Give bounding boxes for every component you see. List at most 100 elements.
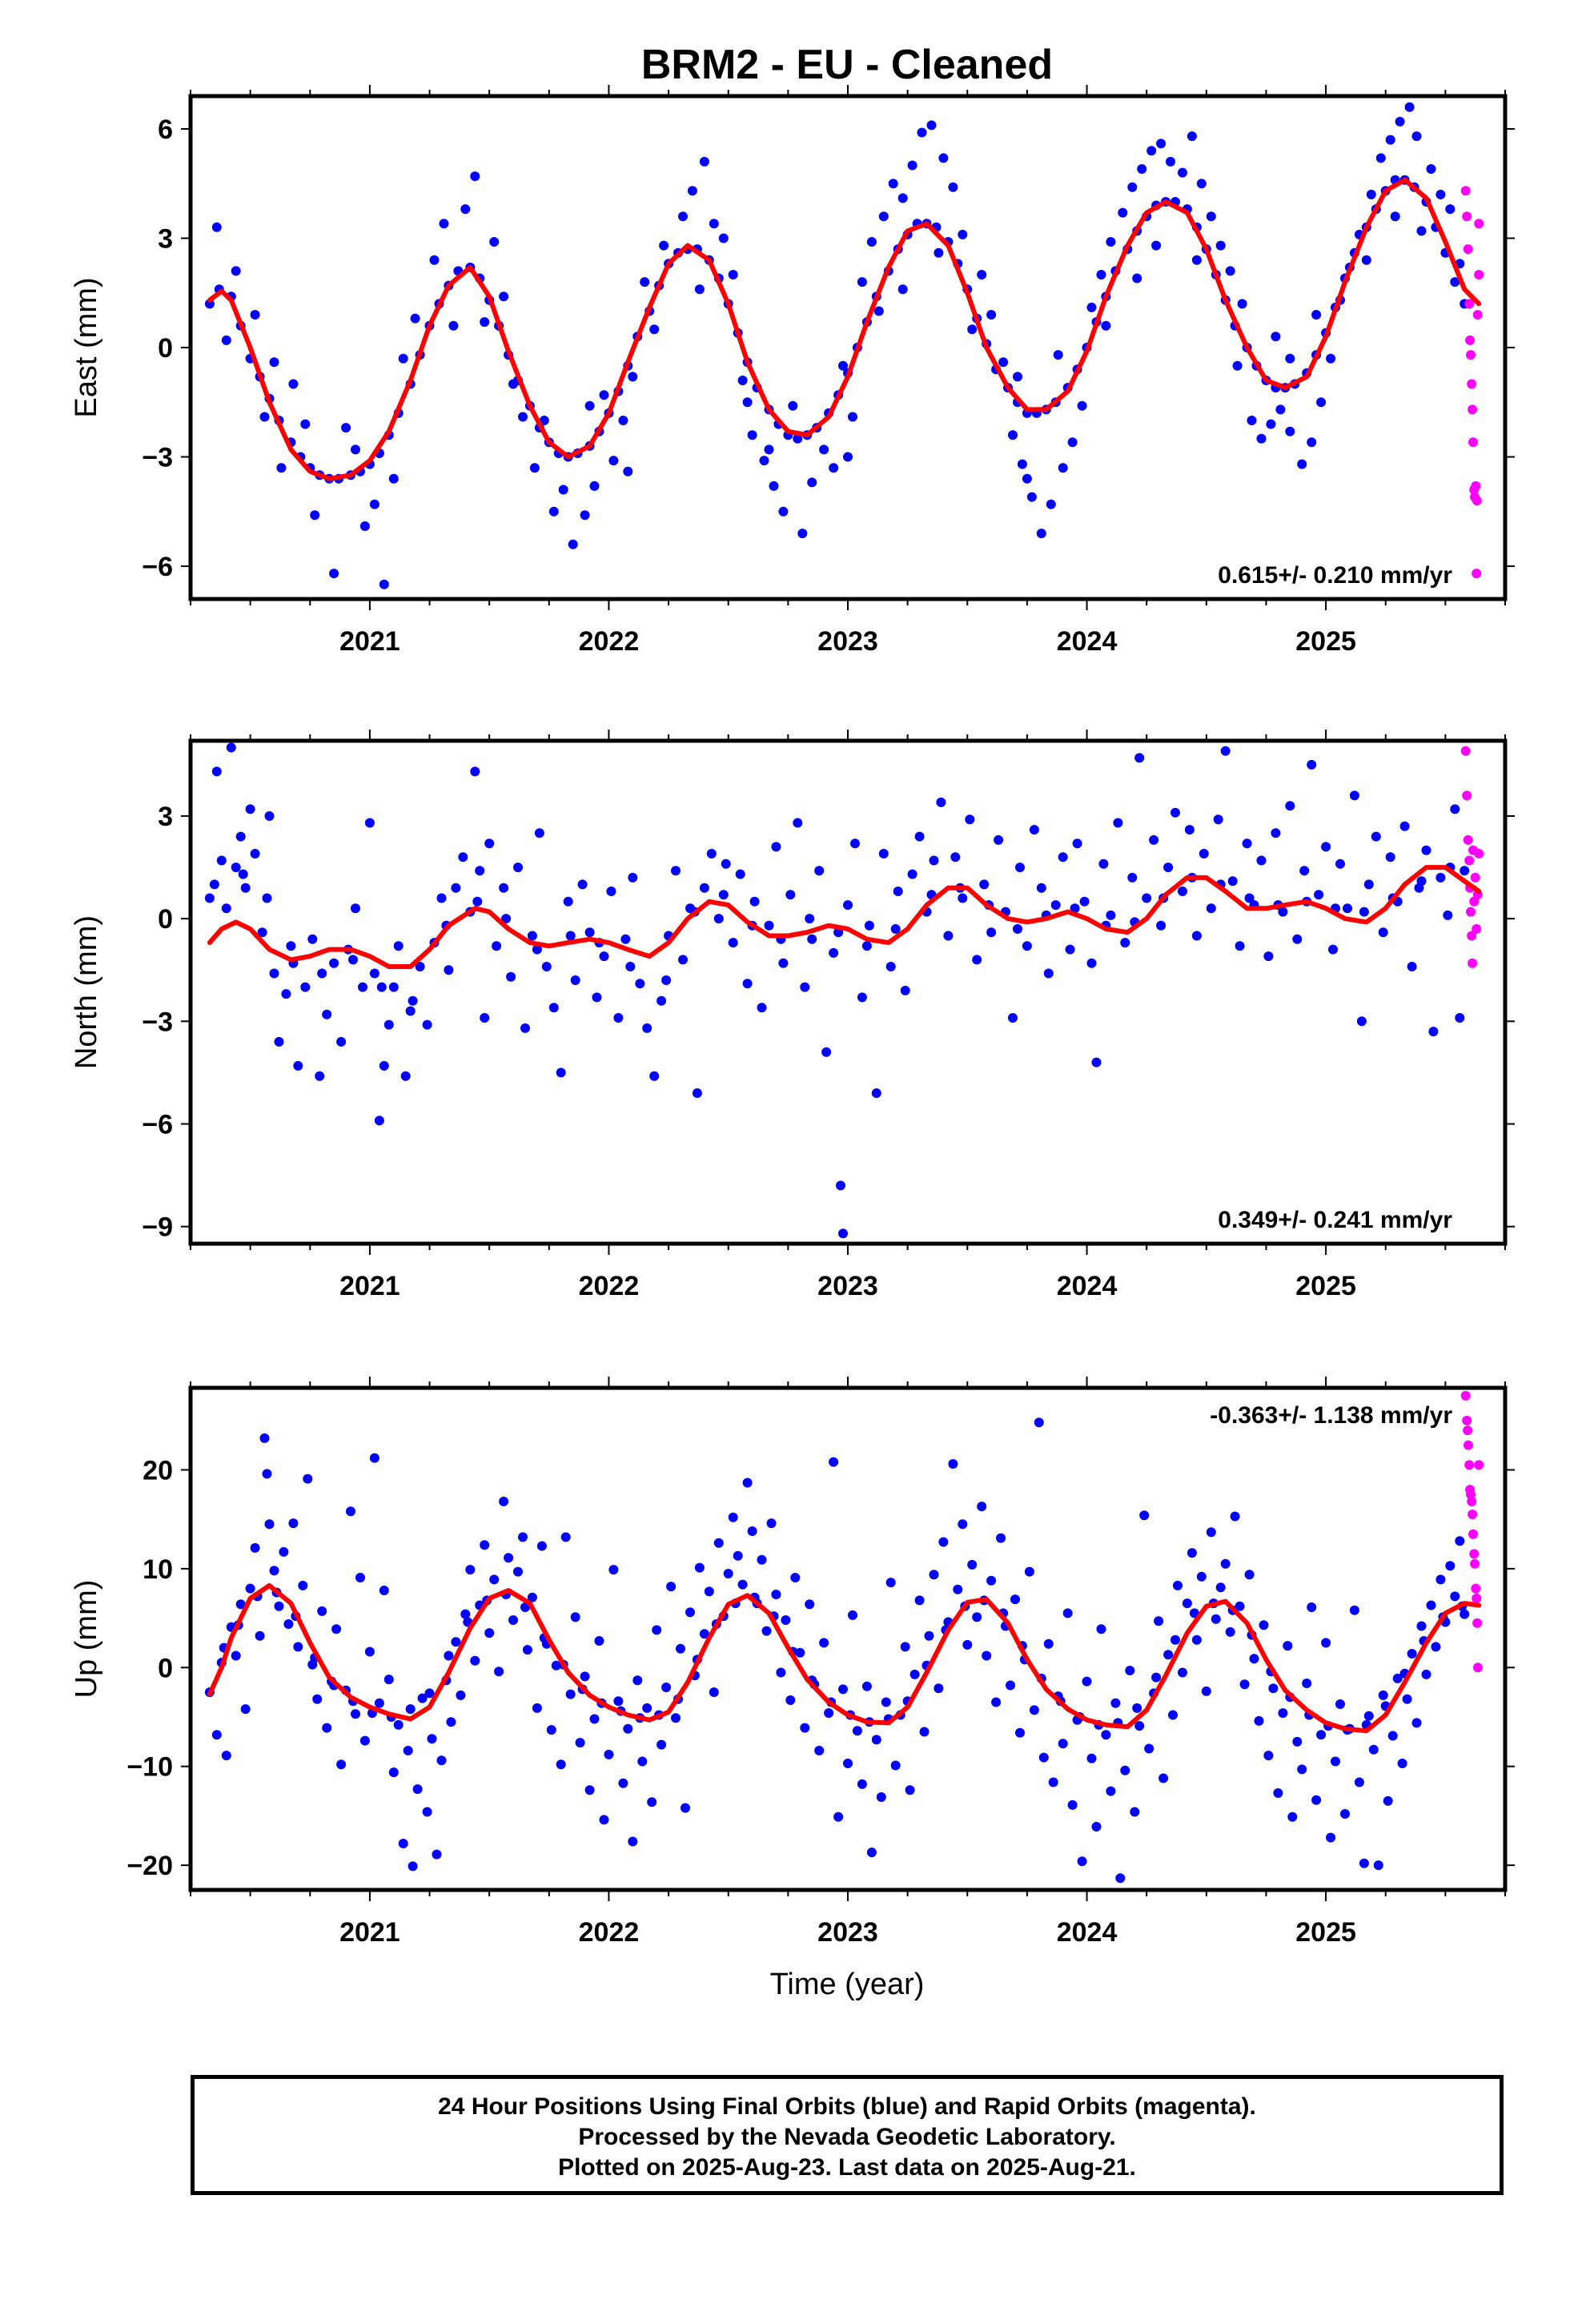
up-rapid-orbit-point xyxy=(1468,1510,1478,1519)
east-final-orbit-point xyxy=(1086,302,1097,312)
north-final-orbit-point xyxy=(838,1228,848,1239)
up-rapid-orbit-point xyxy=(1464,1440,1473,1450)
north-final-orbit-point xyxy=(678,955,688,965)
north-final-orbit-point xyxy=(240,883,251,893)
up-final-orbit-point xyxy=(953,1584,963,1594)
north-final-orbit-point xyxy=(221,903,231,914)
east-final-orbit-point xyxy=(1178,167,1187,178)
north-final-orbit-point xyxy=(1199,849,1209,858)
up-final-orbit-point xyxy=(317,1606,327,1616)
north-final-orbit-point xyxy=(907,869,917,879)
north-final-orbit-point xyxy=(1349,790,1359,801)
up-final-orbit-point xyxy=(1163,1650,1174,1660)
east-final-orbit-point xyxy=(1285,353,1295,364)
x-axis-label: Time (year) xyxy=(770,1968,925,2001)
east-final-orbit-point xyxy=(888,179,898,189)
up-final-orbit-point xyxy=(1311,1795,1322,1805)
up-final-orbit-point xyxy=(666,1582,677,1592)
north-final-orbit-point xyxy=(735,869,745,879)
north-final-orbit-point xyxy=(1127,872,1138,883)
up-final-orbit-point xyxy=(1178,1667,1187,1678)
north-final-orbit-point xyxy=(379,1060,389,1071)
north-final-orbit-point xyxy=(216,855,227,866)
up-final-orbit-point xyxy=(250,1542,260,1553)
up-y-tick-label: 10 xyxy=(143,1554,173,1585)
up-rapid-orbit-point xyxy=(1460,1390,1471,1401)
north-final-orbit-point xyxy=(713,914,724,924)
up-final-orbit-point xyxy=(934,1683,944,1694)
north-final-orbit-point xyxy=(315,1071,325,1081)
north-final-orbit-point xyxy=(1235,941,1245,951)
east-final-orbit-point xyxy=(1206,211,1216,222)
east-final-orbit-point xyxy=(640,277,650,287)
north-final-orbit-point xyxy=(1043,968,1054,979)
east-final-orbit-point xyxy=(1256,433,1267,444)
east-final-orbit-point xyxy=(866,237,877,247)
up-x-tick-label: 2024 xyxy=(1057,1917,1118,1948)
east-final-orbit-point xyxy=(737,376,748,385)
north-final-orbit-point xyxy=(599,951,609,962)
up-final-orbit-point xyxy=(504,1553,514,1563)
east-final-orbit-point xyxy=(410,313,420,324)
north-final-orbit-point xyxy=(778,958,789,968)
up-final-orbit-point xyxy=(805,1599,815,1610)
up-rapid-orbit-point xyxy=(1464,1460,1475,1470)
north-final-orbit-point xyxy=(329,958,339,968)
north-final-orbit-point xyxy=(1206,903,1216,914)
east-final-orbit-point xyxy=(878,211,889,222)
east-final-orbit-point xyxy=(1008,430,1018,440)
north-final-orbit-point xyxy=(699,883,709,893)
north-final-orbit-point xyxy=(422,1019,432,1030)
up-y-tick-label: 0 xyxy=(158,1653,173,1683)
north-x-tick-label: 2025 xyxy=(1295,1271,1356,1301)
east-final-orbit-point xyxy=(398,353,408,364)
up-final-orbit-point xyxy=(499,1496,509,1506)
up-final-orbit-point xyxy=(924,1630,934,1641)
up-final-orbit-point xyxy=(647,1797,657,1807)
up-final-orbit-point xyxy=(1215,1582,1226,1593)
east-final-orbit-point xyxy=(1067,437,1078,448)
north-final-orbit-point xyxy=(376,982,387,992)
up-final-orbit-point xyxy=(424,1688,435,1699)
east-final-orbit-point xyxy=(1426,164,1436,174)
up-final-orbit-point xyxy=(1244,1570,1255,1580)
east-final-orbit-point xyxy=(1196,179,1207,189)
east-x-tick-label: 2024 xyxy=(1057,626,1118,657)
north-final-orbit-point xyxy=(1363,879,1374,890)
up-y-tick-label: −10 xyxy=(126,1752,173,1783)
east-final-orbit-point xyxy=(747,430,757,440)
north-x-tick-label: 2022 xyxy=(579,1271,640,1301)
east-final-orbit-point xyxy=(529,463,540,473)
up-final-orbit-point xyxy=(599,1815,609,1825)
north-final-orbit-point xyxy=(527,931,537,941)
east-final-orbit-point xyxy=(1271,332,1281,342)
east-final-orbit-point xyxy=(797,529,808,539)
up-x-tick-label: 2025 xyxy=(1295,1917,1356,1948)
up-final-orbit-point xyxy=(570,1612,580,1622)
east-final-orbit-point xyxy=(917,127,927,138)
east-final-orbit-point xyxy=(907,160,917,171)
up-final-orbit-point xyxy=(1038,1752,1049,1763)
up-final-orbit-point xyxy=(403,1746,413,1755)
east-final-orbit-point xyxy=(548,506,559,517)
chart-title: BRM2 - EU - Cleaned xyxy=(641,42,1053,88)
up-final-orbit-point xyxy=(728,1512,738,1522)
north-final-orbit-point xyxy=(1091,1057,1102,1068)
east-final-orbit-point xyxy=(460,204,471,215)
east-final-orbit-point xyxy=(793,433,803,444)
up-final-orbit-point xyxy=(1086,1753,1097,1763)
east-rapid-orbit-point xyxy=(1471,480,1481,491)
up-final-orbit-point xyxy=(1062,1608,1073,1618)
north-final-orbit-point xyxy=(520,1023,530,1033)
north-final-orbit-point xyxy=(1455,1013,1465,1023)
up-final-orbit-point xyxy=(642,1703,652,1713)
up-final-orbit-point xyxy=(398,1839,408,1848)
north-final-orbit-point xyxy=(1029,825,1039,835)
north-final-orbit-point xyxy=(635,979,645,989)
up-final-orbit-point xyxy=(1340,1809,1350,1819)
up-final-orbit-point xyxy=(1254,1715,1264,1726)
up-final-orbit-point xyxy=(1359,1858,1369,1868)
up-final-orbit-point xyxy=(575,1738,585,1748)
north-final-orbit-point xyxy=(692,1088,702,1098)
north-final-orbit-point xyxy=(274,1036,284,1047)
